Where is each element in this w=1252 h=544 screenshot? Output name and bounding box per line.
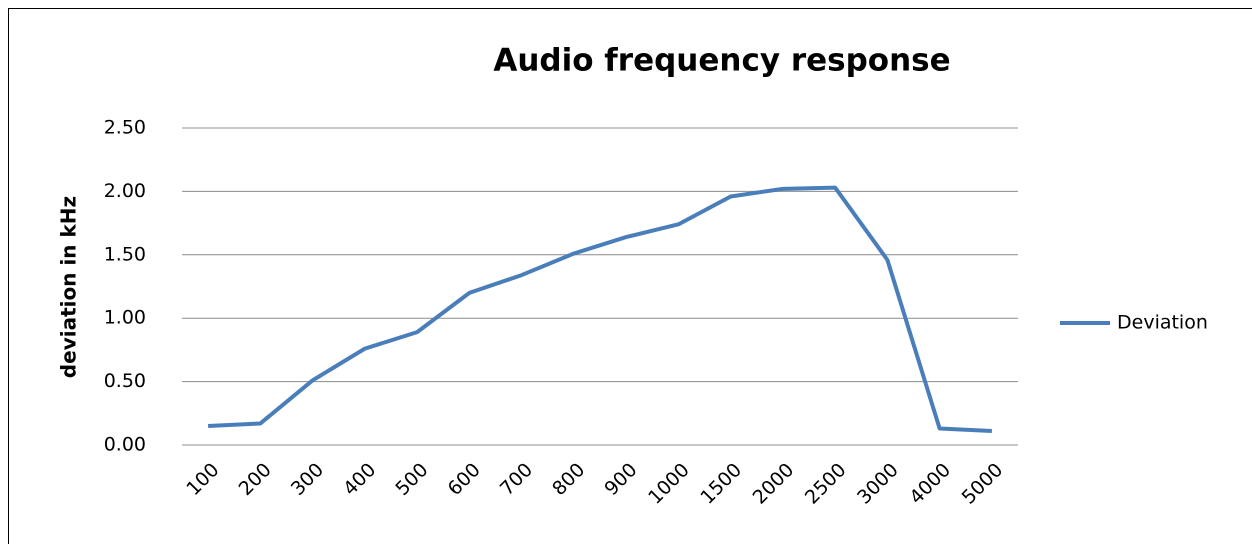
x-tick-label: 1000 bbox=[644, 459, 694, 509]
chart-title: Audio frequency response bbox=[493, 43, 950, 79]
x-tick-label: 2500 bbox=[801, 459, 851, 509]
chart-border bbox=[8, 8, 1252, 544]
x-tick-label: 300 bbox=[287, 459, 328, 500]
x-tick-label: 4000 bbox=[905, 459, 955, 509]
y-tick-label: 0.00 bbox=[104, 434, 146, 456]
x-tick-label: 500 bbox=[391, 459, 432, 500]
y-tick-label: 2.50 bbox=[104, 117, 146, 139]
x-tick-label: 100 bbox=[182, 459, 223, 500]
y-tick-label: 2.00 bbox=[104, 180, 146, 202]
x-tick-label: 200 bbox=[235, 459, 276, 500]
y-axis-label: deviation in kHz bbox=[57, 196, 81, 378]
x-tick-label: 1500 bbox=[696, 459, 746, 509]
x-tick-label: 900 bbox=[600, 459, 641, 500]
y-tick-label: 1.50 bbox=[104, 243, 146, 265]
y-tick-label: 0.50 bbox=[104, 370, 146, 392]
x-tick-label: 600 bbox=[444, 459, 485, 500]
data-line bbox=[208, 185, 992, 434]
legend-label: Deviation bbox=[1117, 312, 1208, 334]
x-tick-label: 400 bbox=[339, 459, 380, 500]
x-tick-label: 3000 bbox=[853, 459, 903, 509]
x-tick-label: 2000 bbox=[749, 459, 799, 509]
x-tick-label: 5000 bbox=[958, 459, 1008, 509]
y-tick-label: 1.00 bbox=[104, 307, 146, 329]
x-tick-label: 700 bbox=[496, 459, 537, 500]
x-tick-label: 800 bbox=[548, 459, 589, 500]
